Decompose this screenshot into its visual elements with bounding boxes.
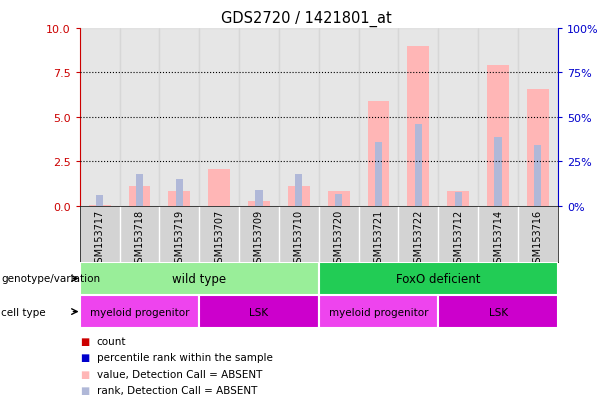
Bar: [359, 29, 398, 206]
Bar: [80, 262, 319, 295]
Text: GSM153709: GSM153709: [254, 209, 264, 268]
Text: ■: ■: [80, 352, 89, 362]
Text: GSM153717: GSM153717: [94, 209, 105, 268]
Bar: [415, 125, 422, 206]
Bar: [535, 146, 541, 206]
Text: GSM153722: GSM153722: [413, 209, 424, 268]
Bar: [208, 169, 230, 206]
Bar: [335, 194, 342, 206]
Bar: [527, 89, 549, 206]
Bar: [279, 29, 319, 206]
Text: LSK: LSK: [249, 307, 268, 317]
Bar: [408, 47, 429, 207]
Text: wild type: wild type: [172, 272, 226, 285]
Text: GSM153714: GSM153714: [493, 209, 503, 268]
Text: cell type: cell type: [1, 307, 46, 317]
Text: LSK: LSK: [489, 307, 508, 317]
Bar: [96, 196, 103, 206]
Bar: [80, 29, 120, 206]
Bar: [518, 29, 558, 206]
Bar: [328, 191, 349, 206]
Bar: [288, 187, 310, 206]
Text: GSM153707: GSM153707: [214, 209, 224, 268]
Bar: [80, 295, 199, 328]
Bar: [199, 295, 319, 328]
Bar: [319, 295, 438, 328]
Bar: [256, 190, 262, 206]
Bar: [129, 187, 150, 206]
Bar: [398, 29, 438, 206]
Text: GSM153710: GSM153710: [294, 209, 304, 268]
Bar: [319, 262, 558, 295]
Text: ■: ■: [80, 385, 89, 395]
Text: GSM153720: GSM153720: [333, 209, 344, 268]
Text: GDS2720 / 1421801_at: GDS2720 / 1421801_at: [221, 10, 392, 26]
Text: genotype/variation: genotype/variation: [1, 274, 101, 284]
Bar: [478, 29, 518, 206]
Text: FoxO deficient: FoxO deficient: [396, 272, 481, 285]
Bar: [438, 295, 558, 328]
Text: ■: ■: [80, 369, 89, 379]
Text: GSM153721: GSM153721: [373, 209, 384, 268]
Bar: [487, 66, 509, 206]
Bar: [199, 29, 239, 206]
Text: GSM153712: GSM153712: [453, 209, 463, 268]
Text: myeloid progenitor: myeloid progenitor: [89, 307, 189, 317]
Bar: [295, 175, 302, 206]
Bar: [455, 192, 462, 206]
Bar: [239, 29, 279, 206]
Bar: [375, 142, 382, 206]
Text: count: count: [97, 336, 126, 346]
Bar: [159, 29, 199, 206]
Bar: [120, 29, 159, 206]
Bar: [495, 137, 501, 206]
Text: GSM153719: GSM153719: [174, 209, 185, 268]
Text: GSM153718: GSM153718: [134, 209, 145, 268]
Bar: [447, 191, 469, 206]
Bar: [248, 201, 270, 206]
Text: myeloid progenitor: myeloid progenitor: [329, 307, 428, 317]
Bar: [169, 191, 190, 206]
Bar: [136, 175, 143, 206]
Bar: [438, 29, 478, 206]
Text: value, Detection Call = ABSENT: value, Detection Call = ABSENT: [97, 369, 262, 379]
Bar: [368, 102, 389, 206]
Text: GSM153716: GSM153716: [533, 209, 543, 268]
Text: rank, Detection Call = ABSENT: rank, Detection Call = ABSENT: [97, 385, 257, 395]
Bar: [319, 29, 359, 206]
Text: percentile rank within the sample: percentile rank within the sample: [97, 352, 273, 362]
Text: ■: ■: [80, 336, 89, 346]
Bar: [176, 180, 183, 206]
